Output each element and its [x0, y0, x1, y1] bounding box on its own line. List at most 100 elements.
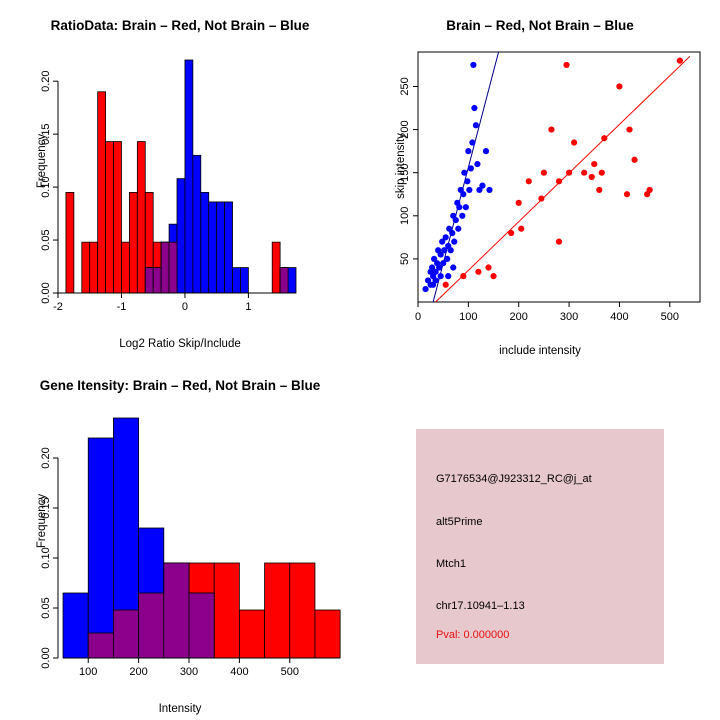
info-gene-symbol: Mtch1 — [436, 558, 466, 570]
scatter-point-red — [616, 83, 623, 90]
scatter-point-blue — [460, 191, 467, 198]
scatter-point-red — [581, 169, 588, 176]
ratio-bar-red — [105, 141, 114, 294]
ratio-xaxis-tick-label: 0 — [182, 301, 188, 313]
ratio-bar-red — [136, 141, 146, 294]
ratio-bar-blue — [216, 201, 226, 294]
info-pval: Pval: 0.000000 — [436, 629, 510, 641]
scatter-xaxis-tick-label: 500 — [661, 311, 679, 323]
scatter-title: Brain – Red, Not Brain – Blue — [446, 18, 634, 33]
ratio-yaxis-tick-label: 0.05 — [40, 229, 52, 250]
panel-ratio-histogram: RatioData: Brain – Red, Not Brain – Blue… — [0, 0, 360, 360]
gene-bar-overlap — [188, 592, 215, 659]
scatter-point-blue — [440, 260, 447, 267]
gene-yaxis-tick-label: 0.05 — [40, 597, 52, 618]
scatter-point-red — [460, 273, 467, 280]
scatter-point-red — [631, 156, 638, 163]
scatter-point-red — [598, 169, 605, 176]
ratio-histogram-plot: -2 -1 0 1 0.00 0.05 0.10 0.15 0.20 — [40, 59, 297, 313]
ratio-histogram-title: RatioData: Brain – Red, Not Brain – Blue — [50, 18, 310, 33]
scatter-point-blue — [431, 255, 438, 262]
ratio-bar-red — [89, 241, 99, 294]
ratio-bar-blue — [192, 154, 202, 294]
scatter-point-blue — [459, 212, 466, 219]
gene-bar-red — [289, 562, 316, 659]
ratio-bar-overlap — [160, 241, 170, 294]
scatter-point-red — [676, 57, 683, 64]
scatter-point-red — [623, 191, 631, 198]
ratio-bar-overlap — [152, 267, 162, 294]
panel-intensity-scatter: Brain – Red, Not Brain – Blue skip inten… — [360, 0, 720, 360]
scatter-point-red — [588, 173, 595, 181]
scatter-point-red — [591, 160, 598, 168]
gene-yaxis-tick-label: 0.20 — [40, 447, 52, 468]
scatter-point-red — [515, 199, 522, 206]
scatter-point-blue — [467, 165, 474, 172]
ratio-bar-blue — [176, 178, 186, 294]
ratio-yaxis-tick-label: 0.15 — [40, 123, 52, 144]
scatter-point-blue — [482, 148, 490, 155]
ratio-bar-blue — [200, 191, 210, 294]
scatter-point-blue — [450, 264, 457, 271]
gene-bar-red — [264, 562, 291, 659]
info-locus: chr17.10941–1.13 — [436, 600, 525, 612]
ratio-bar-overlap — [144, 267, 154, 294]
scatter-point-blue — [446, 225, 453, 232]
scatter-point-blue — [471, 104, 478, 112]
panel-info-box: G7176534@J923312_RC@j_at alt5Prime Mtch1… — [416, 429, 664, 664]
scatter-point-red — [475, 268, 482, 275]
scatter-content — [422, 52, 691, 302]
scatter-point-blue — [465, 148, 472, 155]
scatter-point-blue — [441, 247, 448, 254]
scatter-xaxis-tick-label: 0 — [415, 311, 421, 323]
scatter-point-blue — [447, 247, 454, 254]
ratio-yaxis-tick-label: 0.20 — [40, 70, 52, 91]
scatter-yaxis-tick-label: 50 — [399, 253, 411, 265]
ratio-histogram-xlabel: Log2 Ratio Skip/Include — [119, 338, 241, 350]
panel-gene-histogram: Gene Itensity: Brain – Red, Not Brain – … — [0, 360, 360, 720]
scatter-point-blue — [436, 264, 443, 271]
scatter-frame — [417, 51, 701, 303]
scatter-xaxis-tick-label: 300 — [560, 311, 578, 323]
ratio-bar-blue — [224, 201, 233, 294]
scatter-point-blue — [427, 268, 434, 275]
ratio-xaxis-tick-label: -2 — [53, 301, 63, 313]
info-event-type: alt5Prime — [436, 516, 483, 528]
scatter-point-blue — [462, 204, 469, 211]
scatter-point-blue — [445, 273, 452, 280]
scatter-point-red — [563, 61, 570, 69]
ratio-bar-red — [81, 241, 91, 294]
ratio-bar-red — [271, 241, 281, 294]
ratio-bar-blue — [184, 59, 194, 294]
scatter-point-red — [525, 178, 532, 185]
scatter-point-blue — [464, 178, 471, 185]
ratio-bar-blue — [240, 267, 249, 294]
gene-xaxis-tick-label: 400 — [230, 666, 248, 678]
gene-bar-blue — [87, 437, 114, 659]
ratio-bar-blue — [287, 267, 297, 294]
gene-bar-blue — [62, 592, 89, 659]
scatter-point-red — [565, 169, 573, 176]
ratio-bar-red — [65, 191, 75, 294]
scatter-point-blue — [437, 251, 444, 258]
scatter-xlabel: include intensity — [499, 345, 581, 357]
ratio-xaxis-tick-label: 1 — [245, 301, 251, 313]
gene-bar-overlap — [138, 592, 165, 659]
scatter-point-blue — [469, 139, 476, 146]
scatter-point-blue — [442, 234, 449, 241]
scatter-point-blue — [476, 186, 483, 194]
scatter-point-red — [646, 186, 653, 194]
scatter-point-red — [540, 169, 547, 176]
scatter-point-blue — [455, 225, 462, 232]
scatter-point-red — [490, 273, 497, 280]
gene-bar-red — [238, 609, 265, 659]
scatter-point-blue — [474, 160, 481, 168]
scatter-point-blue — [437, 273, 444, 280]
scatter-point-red — [508, 229, 515, 237]
ratio-yaxis-tick-label: 0.10 — [40, 176, 52, 197]
scatter-point-blue — [439, 238, 446, 245]
ratio-bar-blue — [208, 201, 218, 294]
scatter-point-blue — [456, 204, 463, 211]
scatter-point-red — [555, 238, 563, 245]
